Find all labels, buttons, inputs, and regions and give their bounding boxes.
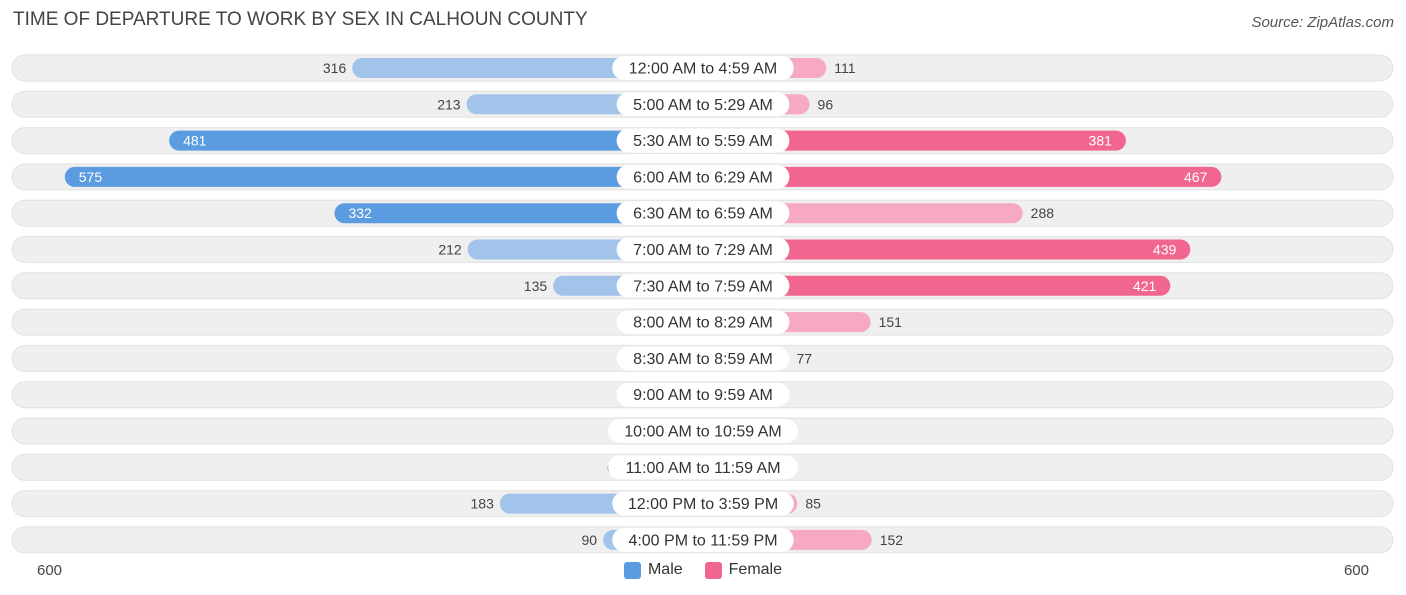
category-label: 8:00 AM to 8:29 AM [633, 315, 773, 332]
category-pill [608, 455, 798, 480]
category-pill [616, 273, 790, 298]
male-value-label: 183 [471, 496, 495, 512]
female-value-label: 467 [1184, 169, 1208, 185]
female-value-label: 96 [818, 96, 834, 112]
category-label: 6:30 AM to 6:59 AM [633, 206, 773, 223]
female-value-label: 421 [1133, 278, 1157, 294]
category-label: 12:00 PM to 3:59 PM [628, 496, 778, 513]
category-label: 5:30 AM to 5:59 AM [633, 133, 773, 150]
category-label: 4:00 PM to 11:59 PM [628, 532, 777, 549]
category-label: 5:00 AM to 5:29 AM [633, 97, 773, 114]
female-bar [703, 239, 1191, 260]
category-label: 11:00 AM to 11:59 AM [625, 460, 780, 477]
legend-item-male: Male [623, 561, 683, 579]
category-label: 10:00 AM to 10:59 AM [624, 424, 781, 441]
female-value-label: 439 [1153, 242, 1177, 258]
category-pill [616, 92, 790, 117]
male-value-label: 90 [582, 532, 598, 548]
male-value-label: 481 [183, 133, 207, 149]
category-pill [616, 128, 790, 153]
category-pill [616, 382, 790, 407]
category-pill [616, 310, 790, 335]
male-value-label: 332 [348, 205, 372, 221]
chart-canvas: 316 111 12:00 AM to 4:59 AM 213 96 5:00 AM to… [11, 54, 1394, 554]
category-pill [616, 164, 790, 189]
chart-title: TIME OF DEPARTURE TO WORK BY SEX IN CALH… [13, 9, 588, 30]
male-bar [169, 130, 704, 151]
male-value-label: 316 [323, 60, 347, 76]
category-label: 9:00 AM to 9:59 AM [633, 387, 773, 404]
female-bar [703, 275, 1171, 296]
female-value-label: 111 [834, 60, 855, 76]
axis-max-label: 600 [1343, 562, 1369, 579]
male-value-label: 213 [437, 96, 461, 112]
category-pill [616, 346, 790, 371]
category-pill [612, 56, 794, 80]
category-label: 7:00 AM to 7:29 AM [633, 242, 773, 259]
category-label: 6:00 AM to 6:29 AM [633, 169, 773, 186]
female-bar [703, 166, 1222, 187]
category-pill [608, 419, 798, 443]
category-pill [616, 201, 790, 226]
female-value-label: 85 [805, 496, 821, 512]
category-label: 12:00 AM to 4:59 AM [629, 61, 778, 78]
male-value-label: 575 [79, 169, 103, 185]
category-label: 8:30 AM to 8:59 AM [633, 351, 773, 368]
legend-label-male: Male [647, 561, 683, 578]
legend-item-female: Female [704, 561, 783, 579]
male-bar [334, 203, 703, 224]
category-pill [612, 527, 794, 552]
female-value-label: 77 [796, 350, 812, 366]
female-bar [703, 130, 1126, 151]
category-pill [616, 237, 790, 262]
category-pill [612, 491, 794, 516]
legend: Male Female [0, 561, 1406, 579]
male-value-label: 135 [524, 278, 548, 294]
female-value-label: 151 [879, 314, 903, 330]
female-value-label: 288 [1031, 205, 1055, 221]
male-value-label: 212 [438, 242, 462, 258]
female-value-label: 381 [1089, 133, 1113, 149]
female-value-label: 152 [880, 532, 904, 548]
source-note: Source: ZipAtlas.com [1251, 14, 1394, 31]
male-bar [64, 166, 703, 187]
legend-swatch-male [623, 561, 641, 579]
category-label: 7:30 AM to 7:59 AM [633, 278, 773, 295]
legend-label-female: Female [728, 561, 783, 578]
axis-min-label: 600 [37, 562, 63, 579]
legend-swatch-female [704, 561, 722, 579]
